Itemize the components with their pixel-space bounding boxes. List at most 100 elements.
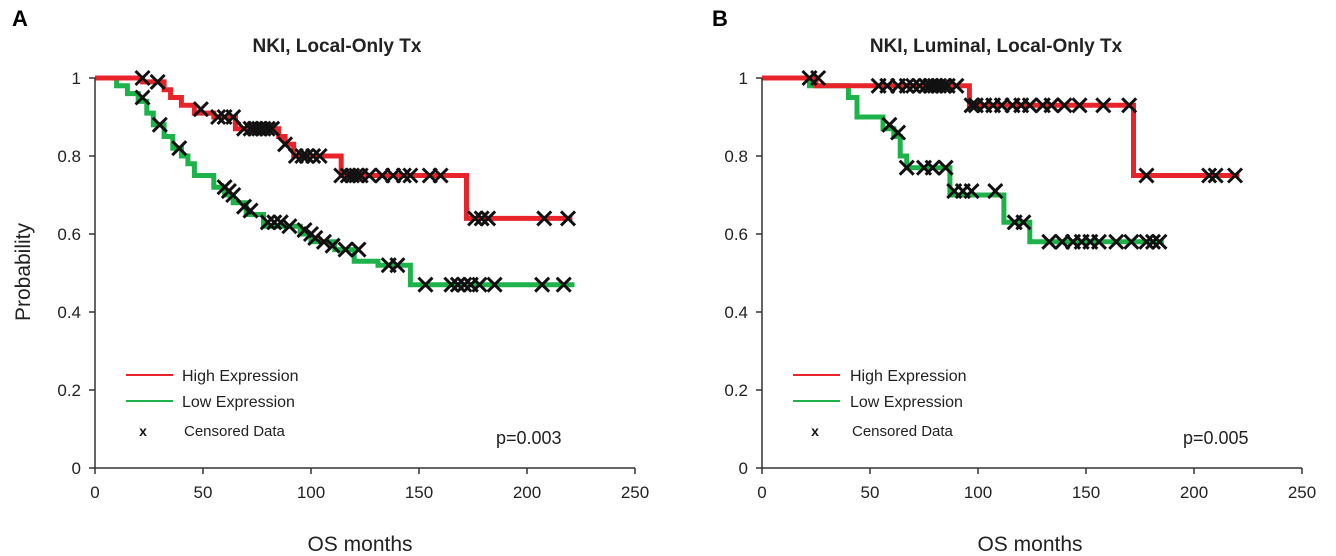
censor-stroke <box>134 89 151 106</box>
censor-stroke <box>264 120 281 137</box>
censor-marker-low <box>443 276 460 293</box>
censor-marker-high <box>1043 97 1060 114</box>
censor-marker-low <box>389 257 406 274</box>
censor-marker-low <box>890 124 907 141</box>
censor-marker-high <box>402 167 419 184</box>
censor-marker-high <box>905 77 922 94</box>
censor-stroke <box>449 276 466 293</box>
y-tick-label: 1 <box>739 69 748 88</box>
legend-censor-symbol-b: x <box>811 423 819 439</box>
censor-stroke <box>1151 233 1168 250</box>
censor-stroke <box>471 276 488 293</box>
censor-marker-low <box>350 241 367 258</box>
censor-marker-high <box>192 101 209 118</box>
legend-b: High Expression Low Expression x Censore… <box>793 368 967 440</box>
censor-stroke <box>210 108 227 126</box>
x-tick-label: 100 <box>297 483 325 502</box>
censor-stroke <box>395 167 412 184</box>
censor-marker-high <box>810 69 827 87</box>
panel-label-a: A <box>12 6 28 31</box>
series-high-line <box>95 75 573 221</box>
censor-marker-high <box>559 210 577 227</box>
censor-marker-high <box>1056 97 1073 114</box>
censor-marker-high <box>963 97 980 114</box>
censor-marker-high <box>210 108 227 126</box>
censor-stroke <box>1021 97 1038 114</box>
legend-label-censored-a: Censored Data <box>184 423 286 440</box>
censor-stroke <box>1207 167 1224 184</box>
censor-marker-low <box>281 218 298 235</box>
censor-stroke <box>235 198 253 215</box>
censor-stroke <box>898 77 915 94</box>
censor-stroke <box>1144 233 1162 250</box>
censor-marker-high <box>1071 97 1088 114</box>
censor-marker-low <box>924 159 941 176</box>
censor-marker-high <box>1095 97 1112 114</box>
censor-stroke <box>898 159 915 176</box>
axes: 0 0.2 0.4 0.6 0.8 1 0 50 100 150 200 250 <box>724 69 1316 502</box>
censor-marker-high <box>473 210 490 227</box>
legend-a: High Expression Low Expression x Censore… <box>126 368 299 440</box>
censor-stroke <box>281 218 298 235</box>
censor-marker-low <box>134 89 151 106</box>
censor-stroke <box>937 159 954 176</box>
x-tick-label: 0 <box>757 483 766 502</box>
censor-marker-low <box>555 276 572 293</box>
censor-stroke <box>810 69 827 87</box>
censor-marker-low <box>1015 214 1032 231</box>
y-tick-label: 0.4 <box>57 303 81 322</box>
censor-marker-low <box>337 241 354 258</box>
censor-stroke <box>134 69 151 87</box>
censor-marker-low <box>471 276 488 293</box>
censor-stroke <box>307 229 324 246</box>
censor-marker-low <box>449 276 466 293</box>
censor-stroke <box>324 237 341 254</box>
panel-b: 0 0.2 0.4 0.6 0.8 1 0 50 100 150 200 250 <box>724 69 1316 502</box>
censor-stroke <box>987 183 1004 200</box>
censor-stroke <box>924 159 941 176</box>
censor-marker-low <box>1041 233 1058 250</box>
censor-stroke <box>298 147 315 165</box>
censor-marker-low <box>534 276 551 293</box>
censor-stroke <box>963 97 980 114</box>
y-tick-label: 0.8 <box>57 147 81 166</box>
censor-marker-high <box>935 77 952 94</box>
censor-marker-high <box>264 120 281 137</box>
y-tick-label: 0.6 <box>57 225 81 244</box>
censor-marker-low <box>1123 233 1140 250</box>
censor-marker-low <box>266 214 283 231</box>
censor-markers <box>134 69 577 293</box>
panel-label-b: B <box>712 6 728 31</box>
censor-stroke <box>1226 167 1244 184</box>
censor-stroke <box>555 276 572 293</box>
censor-stroke <box>1138 233 1155 250</box>
x-tick-label: 150 <box>1072 483 1100 502</box>
censor-stroke <box>225 108 242 126</box>
censor-marker-low <box>1090 233 1108 250</box>
censor-marker-high <box>1138 167 1155 184</box>
censor-stroke <box>1041 233 1058 250</box>
censor-marker-low <box>307 229 324 246</box>
censor-marker-low <box>259 214 276 231</box>
censor-stroke <box>480 210 497 227</box>
censor-stroke <box>935 77 952 94</box>
censor-marker-low <box>324 237 341 254</box>
censor-marker-high <box>395 167 412 184</box>
censor-marker-low <box>1108 233 1125 250</box>
censor-stroke <box>1138 167 1155 184</box>
censor-stroke <box>402 167 419 184</box>
series-high-line <box>762 75 1240 178</box>
censor-stroke <box>536 210 553 227</box>
censor-marker-low <box>486 276 503 293</box>
chart-title-b: NKI, Luminal, Local-Only Tx <box>870 36 1123 57</box>
legend-label-high-a: High Expression <box>182 368 299 385</box>
censor-stroke <box>534 276 551 293</box>
censor-marker-low <box>272 214 289 231</box>
legend-censor-symbol-a: x <box>139 423 147 439</box>
censor-marker-low <box>1144 233 1162 250</box>
x-axis-label-b: OS months <box>977 533 1082 556</box>
y-tick-label: 0.2 <box>57 381 81 400</box>
chart-title-a: NKI, Local-Only Tx <box>253 36 422 57</box>
censor-stroke <box>389 257 406 274</box>
legend-label-high-b: High Expression <box>850 368 967 385</box>
